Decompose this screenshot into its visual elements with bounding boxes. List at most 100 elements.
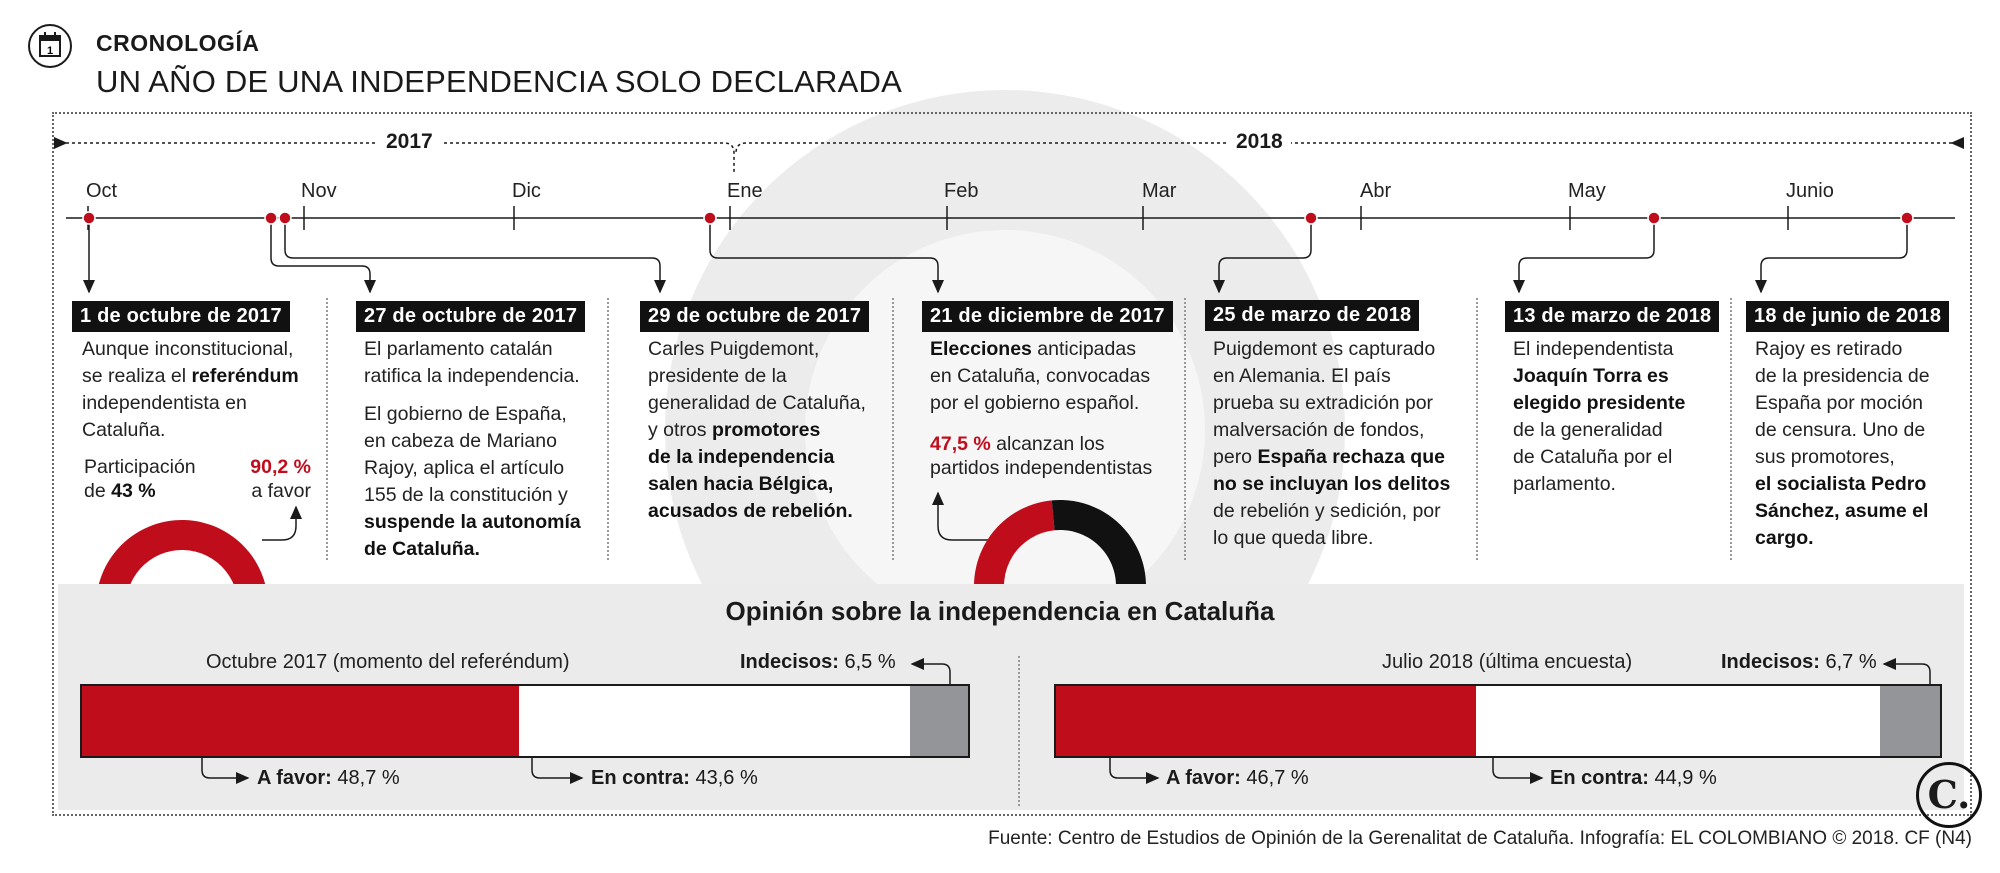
connector-event-6 (1513, 218, 1655, 294)
event-line: generalidad de Cataluña, (648, 392, 866, 414)
participation-label-line: Participación (84, 456, 196, 478)
favor-value: 46,7 % (1246, 767, 1309, 789)
event-dot-4 (703, 211, 717, 225)
event-date-3: 29 de octubre de 2017 (640, 301, 870, 332)
event-line: Rajoy, aplica el artículo (364, 457, 565, 479)
event-line: salen hacia Bélgica, (648, 473, 834, 495)
year-span-2017 (54, 137, 735, 172)
event-date-4: 21 de diciembre de 2017 (922, 301, 1173, 332)
bar-segment-undecided (909, 686, 968, 756)
event-line: Aunque inconstitucional, (82, 338, 294, 360)
undecided-label-2: Indecisos: 6,7 % (1721, 651, 1877, 674)
column-separator (1184, 298, 1186, 560)
event-line: suspende la autonomía (364, 511, 581, 533)
event-line: El gobierno de España, (364, 403, 567, 425)
event-line: de Cataluña. (364, 538, 480, 560)
connector-event-7 (1755, 218, 1908, 294)
month-mar: Mar (1142, 180, 1177, 202)
year-2017: 2017 (378, 130, 441, 154)
poll-title-2: Julio 2018 (última encuesta) (1382, 651, 1633, 673)
event-date-2: 27 de octubre de 2017 (356, 301, 586, 332)
donut-favor-segment (98, 520, 266, 584)
event-line: Cataluña. (82, 419, 166, 441)
event-line: de la generalidad (1513, 419, 1663, 441)
calendar-icon-number: 1 (47, 45, 53, 57)
kicker: CRONOLOGÍA (96, 30, 260, 56)
result-text: alcanzan los (990, 433, 1105, 455)
event-text-1: Aunque inconstitucional, se realiza el re… (82, 336, 299, 444)
favor-value: 90,2 % (250, 456, 311, 478)
undecided-label-1: Indecisos: 6,5 % (740, 651, 896, 674)
column-separator (326, 298, 328, 560)
election-result: 47,5 % alcanzan los partidos independent… (930, 432, 1152, 480)
favor-label-text: A favor: (1166, 767, 1241, 789)
column-separator (607, 298, 609, 560)
favor-arrow (262, 505, 302, 541)
event-line: de Cataluña por el (1513, 446, 1673, 468)
event-date-6: 13 de marzo de 2018 (1505, 301, 1720, 332)
column-separator (1730, 298, 1732, 560)
event-date-5: 25 de marzo de 2018 (1205, 300, 1420, 331)
referendum-donut (98, 520, 266, 584)
month-junio: Junio (1786, 180, 1834, 202)
result-arrow (932, 491, 1000, 541)
contra-label-text: En contra: (1550, 767, 1649, 789)
bar-segment-contra (518, 686, 910, 756)
event-line: se realiza el referéndum (82, 365, 299, 387)
event-line: de la presidencia de (1755, 365, 1930, 387)
event-line: Joaquín Torra es (1513, 365, 1669, 387)
poll-bar-1 (80, 684, 970, 758)
event-line: España por moción (1755, 392, 1924, 414)
contra-label-1: En contra: 43,6 % (591, 767, 758, 790)
donut-other-segment (1051, 500, 1146, 584)
event-line: Carles Puigdemont, (648, 338, 820, 360)
contra-label-text: En contra: (591, 767, 690, 789)
donut-independentist-segment (974, 500, 1055, 584)
year-span-2018 (735, 137, 1964, 154)
event-date-7: 18 de junio de 2018 (1746, 301, 1950, 332)
column-separator (892, 298, 894, 560)
result-value: 47,5 % (930, 433, 991, 455)
event-line: en cabeza de Mariano (364, 430, 557, 452)
event-line: 155 de la constitución y (364, 484, 568, 506)
event-line: acusados de rebelión. (648, 500, 853, 522)
bar-segment-undecided (1879, 686, 1940, 756)
contra-value: 43,6 % (695, 767, 758, 789)
year-2018: 2018 (1228, 130, 1291, 154)
poll-bar-2 (1054, 684, 1942, 758)
event-line: El independentista (1513, 338, 1674, 360)
event-line: en Cataluña, convocadas (930, 365, 1151, 387)
month-nov: Nov (301, 180, 337, 202)
event-line: malversación de fondos, (1213, 419, 1425, 441)
content-frame (52, 112, 1972, 816)
undecided-label-text: Indecisos: (1721, 651, 1820, 673)
event-line: elegido presidente (1513, 392, 1686, 414)
event-text-4: Elecciones anticipadas en Cataluña, convo… (930, 336, 1150, 417)
event-line: sus promotores, (1755, 446, 1895, 468)
event-dot-6 (1647, 211, 1661, 225)
result-text-2: partidos independentistas (930, 457, 1153, 479)
event-line: presidente de la (648, 365, 787, 387)
event-text-2: El parlamento catalán ratifica la indepen… (364, 336, 580, 390)
undecided-value: 6,5 % (844, 651, 896, 673)
event-line: El parlamento catalán (364, 338, 553, 360)
event-date-1: 1 de octubre de 2017 (72, 301, 290, 332)
participation-value: 43 % (111, 480, 156, 502)
favor-value: 48,7 % (337, 767, 400, 789)
month-oct: Oct (86, 180, 118, 202)
opinion-title: Opinión sobre la independencia en Catalu… (725, 596, 1275, 626)
contra-label-2: En contra: 44,9 % (1550, 767, 1717, 790)
event-line: en Alemania. El país (1213, 365, 1391, 387)
bar-segment-contra (1475, 686, 1880, 756)
favor-label-2: A favor: 46,7 % (1166, 767, 1309, 790)
undecided-value: 6,7 % (1825, 651, 1877, 673)
month-may: May (1568, 180, 1606, 202)
event-text-2b: El gobierno de España, en cabeza de Maria… (364, 401, 581, 563)
event-text-5: Puigdemont es capturado en Alemania. El p… (1213, 336, 1450, 552)
column-separator (1476, 298, 1478, 560)
poll-title-1: Octubre 2017 (momento del referéndum) (206, 651, 570, 673)
bar-segment-favor (82, 686, 519, 756)
connector-event-5 (1213, 218, 1312, 294)
